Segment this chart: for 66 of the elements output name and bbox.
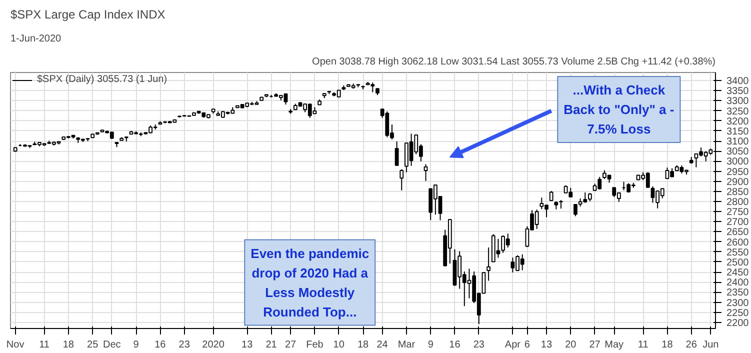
y-tick-label: 2800 xyxy=(726,197,750,208)
y-tick-label: 2550 xyxy=(726,247,750,258)
y-tick-label: 2400 xyxy=(726,278,750,289)
candlestick xyxy=(424,164,428,182)
x-tick-label: 13 xyxy=(540,340,552,350)
y-tick-label: 2450 xyxy=(726,268,750,279)
y-tick-label: 2650 xyxy=(726,227,750,238)
x-tick-label: 9 xyxy=(133,340,140,350)
y-tick-label: 3200 xyxy=(726,116,750,128)
x-tick-label: 11 xyxy=(638,340,649,350)
x-tick-label: 23 xyxy=(178,340,190,350)
x-tick-label: 24 xyxy=(376,340,388,350)
x-tick-label: 9 xyxy=(428,340,434,350)
x-tick-label: 16 xyxy=(154,340,166,350)
x-tick-label: 11 xyxy=(39,340,50,350)
y-tick-label: 3000 xyxy=(726,156,750,168)
candlestick xyxy=(486,246,490,282)
y-tick-label: 3350 xyxy=(726,86,750,98)
x-tick-label: Dec xyxy=(103,340,121,350)
x-tick-label: 18 xyxy=(662,340,674,350)
x-tick-label: Jun xyxy=(702,340,719,350)
x-tick-label: 18 xyxy=(357,340,369,350)
chart-subtitle: 1-Jun-2020 xyxy=(10,34,62,44)
y-tick-label: 3050 xyxy=(726,146,750,158)
y-tick-label: 2850 xyxy=(726,186,750,198)
x-tick-label: May xyxy=(604,340,624,350)
legend-label: $SPX (Daily) 3055.73 (1 Jun) xyxy=(37,74,168,85)
y-tick-label: 2350 xyxy=(726,288,750,299)
x-tick-label: Nov xyxy=(6,340,24,350)
candlestick xyxy=(400,168,404,191)
x-tick-label: 6 xyxy=(524,340,530,350)
y-tick-label: 3150 xyxy=(726,126,750,138)
x-tick-label: 27 xyxy=(285,340,297,350)
x-tick-label: 2020 xyxy=(202,340,225,350)
candlestick xyxy=(549,190,554,201)
y-tick-label: 2600 xyxy=(726,237,750,248)
y-tick-label: 3400 xyxy=(726,76,750,88)
y-tick-label: 3250 xyxy=(726,106,750,118)
y-tick-label: 2750 xyxy=(726,207,750,218)
y-tick-label: 2300 xyxy=(726,298,750,309)
y-tick-label: 2200 xyxy=(726,318,750,329)
x-tick-label: 16 xyxy=(449,340,461,350)
x-tick-label: 21 xyxy=(266,340,278,350)
y-tick-label: 2500 xyxy=(726,257,750,268)
candlestick xyxy=(394,140,399,166)
x-tick-label: 13 xyxy=(242,340,254,350)
annotation: ...With a Check Back to "Only" a - 7.5% Loss xyxy=(564,82,674,137)
x-tick-label: Mar xyxy=(398,340,416,350)
x-tick-label: 27 xyxy=(589,340,601,350)
chart-title: $SPX Large Cap Index INDX xyxy=(10,8,166,22)
x-tick-label: 23 xyxy=(473,340,485,350)
x-tick-label: 25 xyxy=(87,340,99,350)
x-tick-label: 20 xyxy=(565,340,577,350)
x-tick-label: 26 xyxy=(686,340,698,350)
text: Open 3038.78 High 3062.18 Low 3031.54 Last 3055.73 Volume 2.5B Chg +11.42 (+0.38%) xyxy=(312,56,716,68)
y-tick-label: 3100 xyxy=(726,136,750,148)
y-tick-label: 2700 xyxy=(726,217,750,228)
y-tick-label: 3300 xyxy=(726,96,750,108)
y-tick-label: 2250 xyxy=(726,308,750,319)
x-tick-label: Feb xyxy=(306,340,324,350)
y-tick-label: 2950 xyxy=(726,166,750,178)
annotation: Even the pandemic drop of 2020 Had a Less Modestly Rounded Top... xyxy=(250,246,370,320)
x-tick-label: Apr xyxy=(504,340,522,350)
x-tick-label: 18 xyxy=(62,340,74,350)
y-tick-label: 2900 xyxy=(726,176,750,188)
x-tick-label: 10 xyxy=(333,340,345,350)
